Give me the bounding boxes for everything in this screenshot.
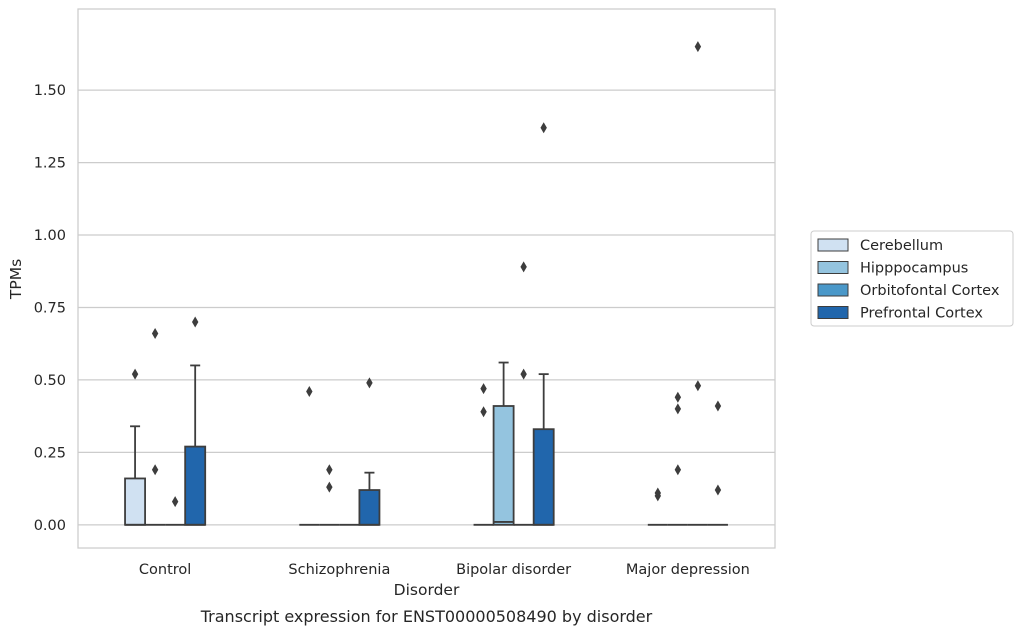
grid-lines	[78, 89, 775, 526]
x-tick-label: Control	[139, 562, 191, 578]
box-body	[532, 428, 555, 526]
outlier-point	[654, 487, 662, 499]
box-body	[358, 489, 381, 526]
x-tick-label: Major depression	[626, 562, 750, 578]
outlier-point	[540, 122, 547, 134]
outlier-point	[674, 391, 682, 403]
y-tick-label: 1.25	[34, 156, 66, 172]
box-0-0	[124, 425, 146, 526]
x-axis-label: Disorder	[394, 581, 460, 599]
legend-items: Cerebellum Hipppocampus Orbitofontal Corte…	[817, 238, 1000, 322]
y-tick-label: 1.00	[34, 228, 66, 244]
outlier-point	[326, 481, 333, 493]
outlier-point	[714, 400, 722, 412]
outlier-point	[151, 328, 159, 340]
outlier-point	[171, 496, 179, 508]
outlier-point	[714, 484, 722, 496]
plot-frame	[77, 8, 776, 549]
x-tick-label: Bipolar disorder	[456, 562, 571, 578]
outlier-point	[151, 464, 159, 476]
box-body	[124, 477, 146, 526]
box-body	[184, 445, 207, 526]
y-tick-labels: 0.00 0.25 0.50 0.75 1.00 1.25 1.50	[34, 83, 66, 534]
x-tick-label: Schizophrenia	[288, 562, 390, 578]
outlier-point	[480, 383, 487, 395]
outlier-point	[674, 403, 682, 415]
y-tick-label: 0.50	[34, 373, 66, 389]
legend-swatch	[817, 283, 849, 297]
legend-label: Orbitofontal Cortex	[860, 283, 1000, 299]
boxes	[124, 361, 728, 526]
outlier-point	[674, 464, 682, 476]
legend-label: Prefrontal Cortex	[860, 306, 983, 322]
outlier-point	[480, 406, 487, 418]
legend-swatch	[817, 306, 849, 319]
box-0-3	[184, 364, 207, 526]
box-body	[492, 405, 515, 526]
outliers	[131, 41, 722, 508]
box-2-1	[492, 361, 515, 526]
box-1-3	[358, 471, 381, 526]
outlier-point	[191, 316, 199, 328]
y-tick-label: 0.00	[34, 518, 66, 534]
outlier-point	[694, 41, 702, 53]
x-tick-labels: Control Schizophrenia Bipolar disorder Majo…	[139, 562, 750, 578]
y-tick-label: 0.25	[34, 445, 66, 461]
legend-swatch	[817, 261, 849, 274]
outlier-point	[520, 368, 527, 380]
y-tick-label: 1.50	[34, 83, 66, 99]
legend-swatch	[817, 238, 849, 252]
legend-label: Cerebellum	[860, 238, 943, 254]
box-2-3	[532, 373, 555, 526]
y-tick-label: 0.75	[34, 300, 66, 316]
legend-frame	[810, 230, 1014, 327]
outlier-point	[306, 386, 313, 398]
legend-label: Hipppocampus	[860, 261, 968, 277]
outlier-point	[694, 380, 702, 392]
legend: Cerebellum Hipppocampus Orbitofontal Corte…	[810, 230, 1014, 327]
outlier-point	[131, 368, 139, 380]
chart-caption: Transcript expression for ENST0000050849…	[200, 607, 653, 626]
y-axis-label: TPMs	[7, 259, 25, 300]
outlier-point	[366, 377, 373, 389]
outlier-point	[520, 261, 527, 273]
outlier-point	[326, 464, 333, 476]
